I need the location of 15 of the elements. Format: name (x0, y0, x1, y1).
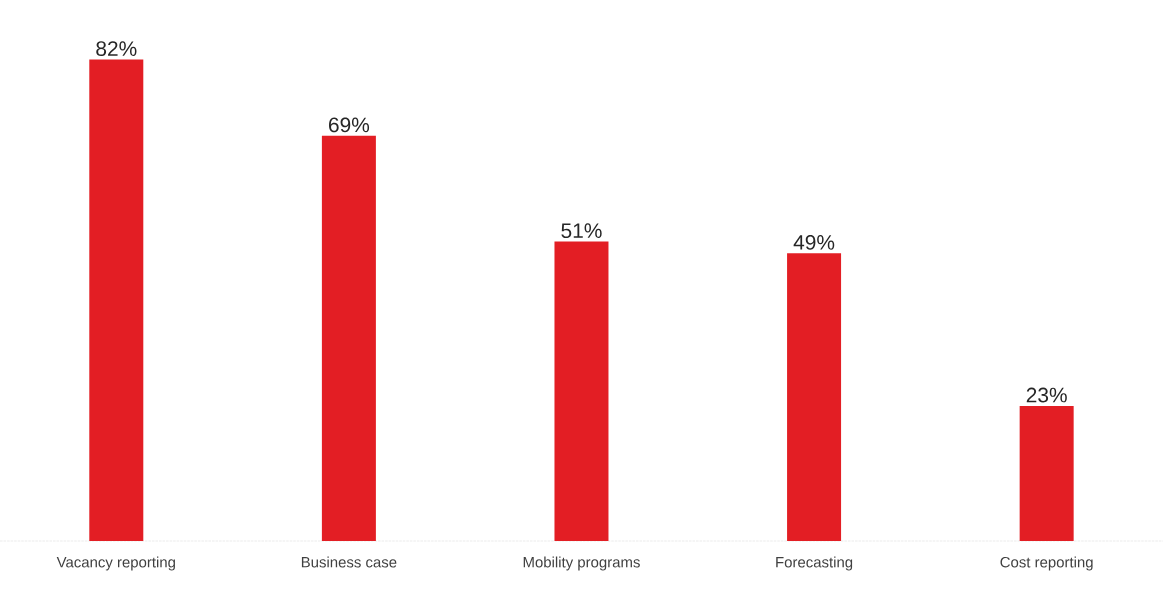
data-label: 51% (561, 223, 602, 239)
bar (554, 241, 609, 541)
x-tick-label: Mobility programs (523, 556, 640, 571)
data-label: 23% (1026, 387, 1067, 403)
x-tick-label: Forecasting (776, 556, 853, 571)
bar (321, 135, 376, 541)
x-tick-label: Vacancy reporting (56, 556, 175, 571)
data-label: 82% (96, 41, 137, 56)
bar (1019, 405, 1074, 541)
data-label: 69% (329, 117, 370, 133)
bar (787, 253, 842, 541)
x-tick-label: Cost reporting (1000, 556, 1093, 571)
x-tick-label: Business case (301, 556, 397, 568)
data-label: 49% (793, 234, 835, 250)
bar (89, 59, 144, 541)
